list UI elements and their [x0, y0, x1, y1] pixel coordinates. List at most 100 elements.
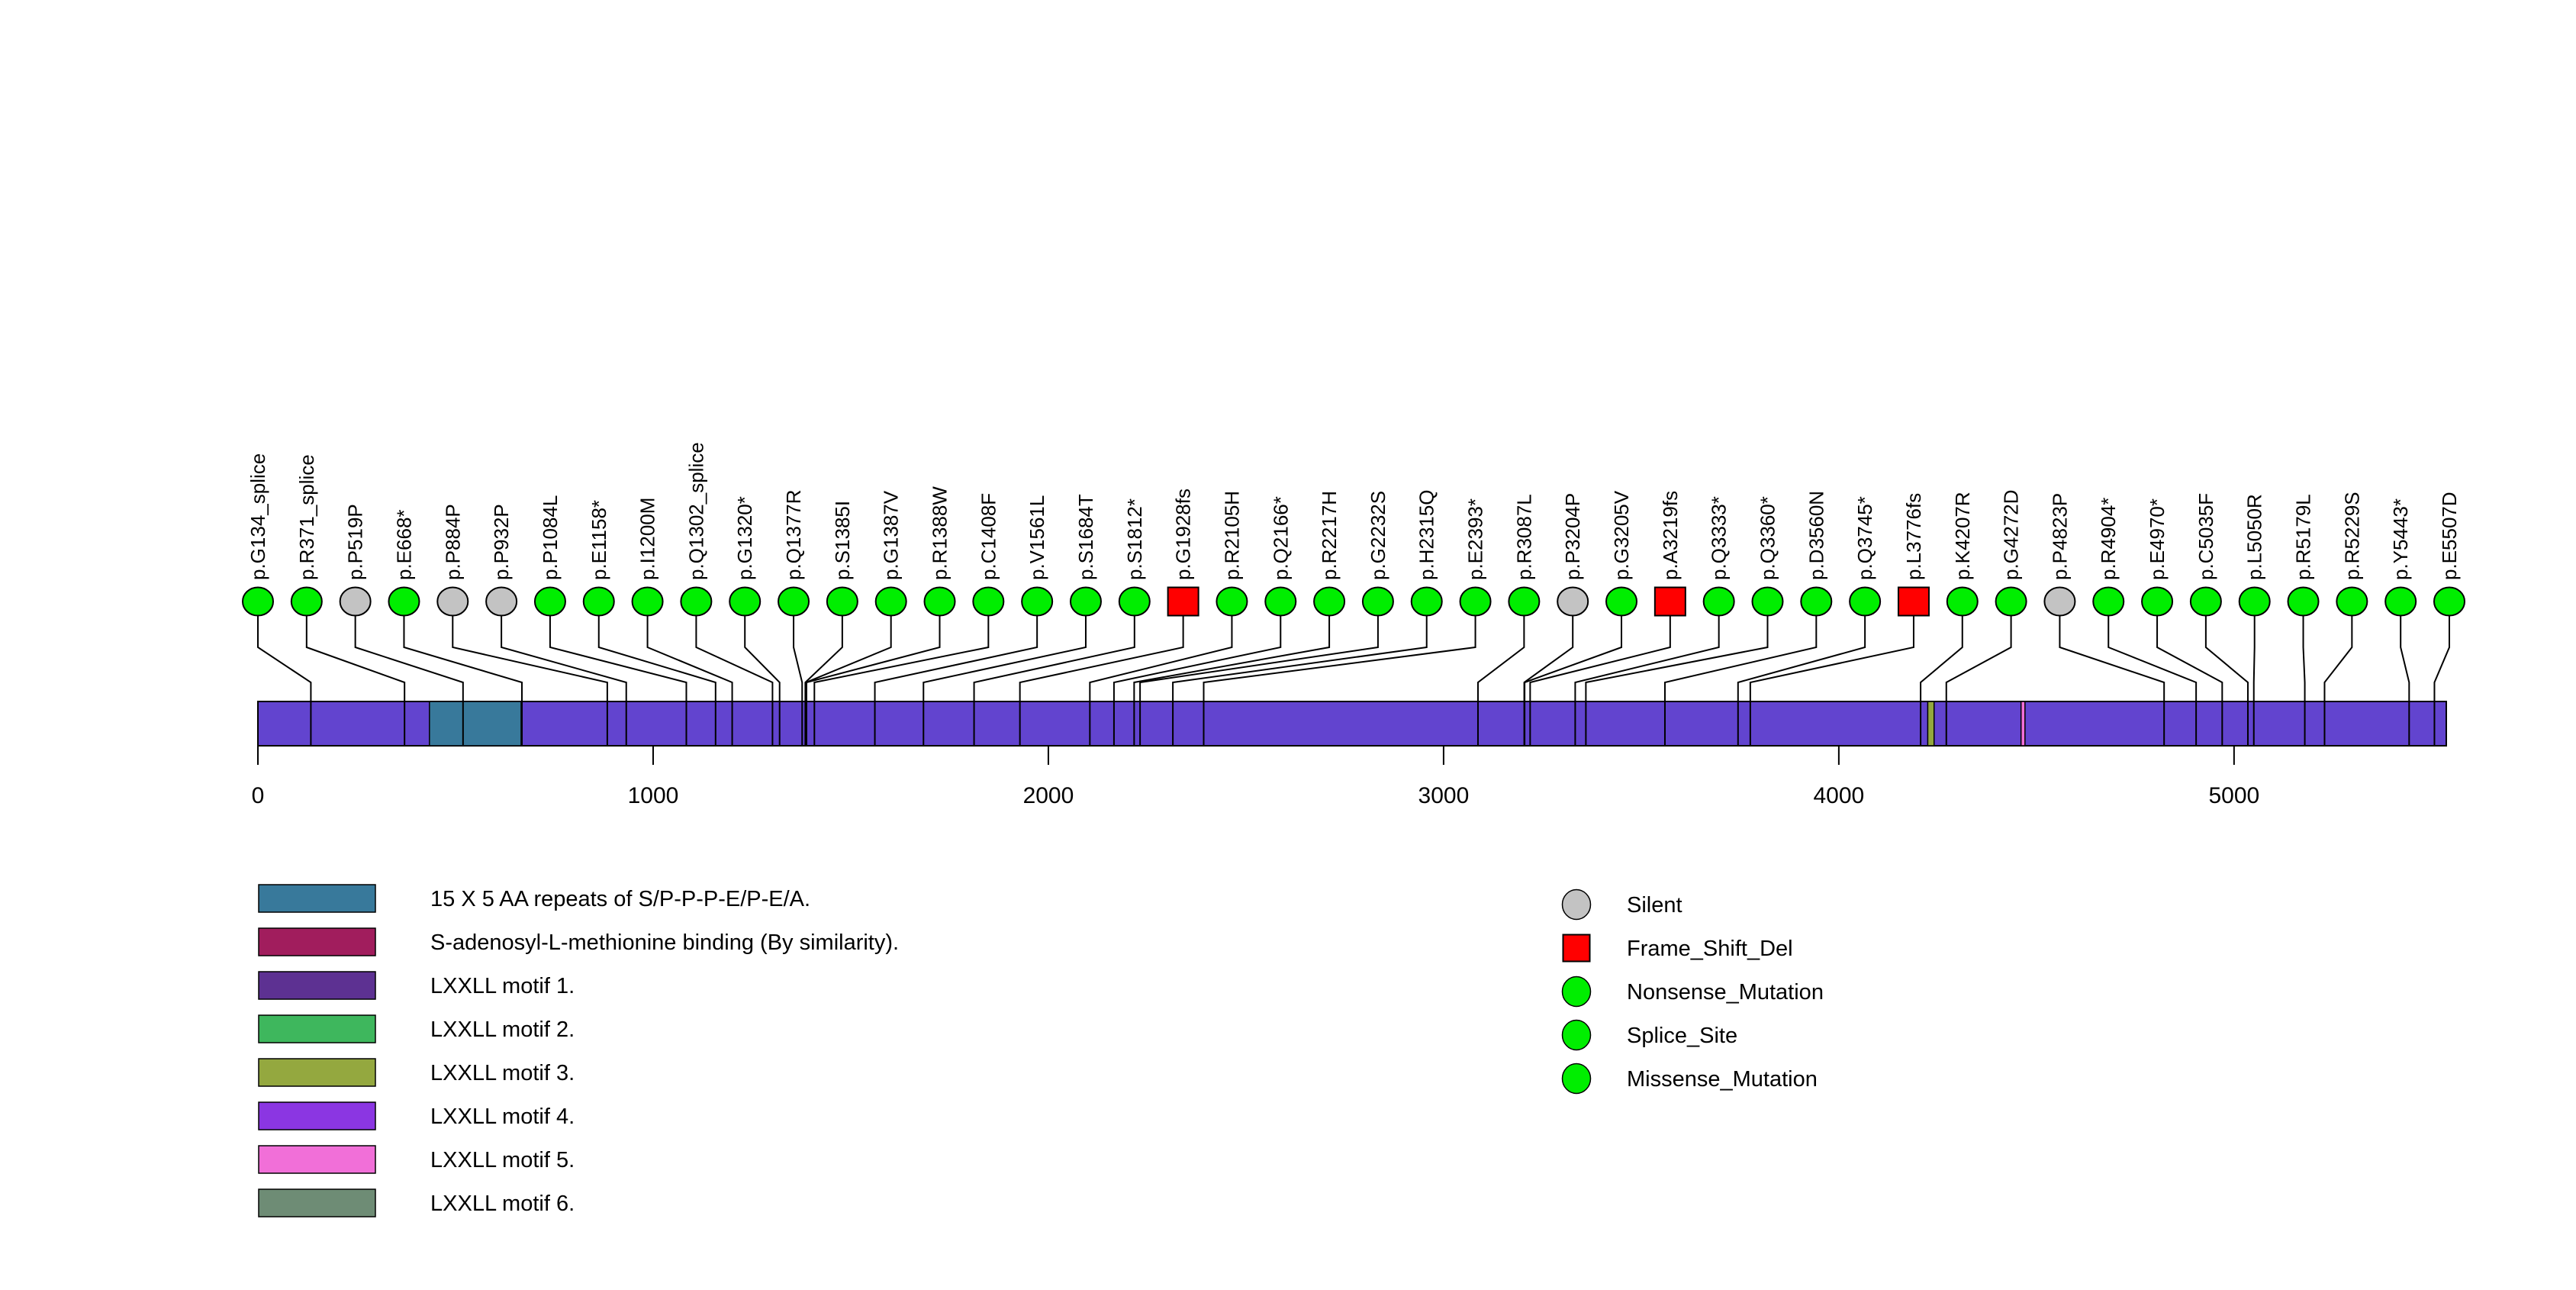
mutation-label: p.I1200M	[636, 498, 659, 580]
axis-tick-label: 2000	[1023, 783, 1074, 808]
lollipop-marker-circle	[1021, 586, 1054, 617]
mutation-legend-circle	[1561, 1063, 1592, 1095]
mutation-label: p.R371_splice	[295, 454, 318, 580]
lollipop-markers-layer	[242, 586, 2465, 617]
lollipop-stem	[501, 615, 627, 745]
mutation-label: p.E1158*	[588, 500, 610, 580]
lollipop-marker-circle	[1459, 586, 1492, 617]
lollipop-marker-circle	[1995, 586, 2027, 617]
lollipop-marker-circle	[1946, 586, 1979, 617]
mutation-label: p.E5507D	[2438, 492, 2461, 580]
lollipop-stem	[805, 615, 941, 745]
lollipop-stem	[549, 615, 687, 745]
mutation-label: p.P519P	[344, 504, 367, 580]
lollipop-stem	[804, 615, 843, 745]
mutation-label: p.R4904*	[2097, 498, 2120, 580]
lollipop-marker-circle	[1069, 586, 1102, 617]
lollipop-marker-circle	[582, 586, 615, 617]
mutation-label: p.C5035F	[2194, 493, 2217, 580]
mutation-label: p.P3204P	[1561, 493, 1584, 580]
lollipop-stem	[2204, 615, 2249, 745]
mutation-label: p.S1812*	[1123, 498, 1146, 580]
mutation-label: p.Q1302_splice	[684, 442, 707, 580]
mutation-labels-layer: p.G134_splice p.R371_splice p.P519P p.E668*…	[246, 442, 2461, 580]
domain-legend-label: 15 X 5 AA repeats of S/P-P-P-E/P-E/A.	[430, 887, 810, 911]
mutation-label: p.S1684T	[1074, 494, 1097, 580]
domain-legend-swatch	[258, 1014, 376, 1043]
lollipop-marker-circle	[1313, 586, 1346, 617]
mutation-label: p.Q3745*	[1853, 496, 1876, 580]
lollipop-stem	[1529, 615, 1671, 745]
lollipop-marker-circle	[1410, 586, 1443, 617]
mutation-legend-square	[1562, 934, 1591, 963]
domain-legend-swatch	[258, 1188, 376, 1217]
protein-domain	[429, 701, 522, 747]
domain-legend-swatch	[258, 1145, 376, 1174]
protein-domain	[1927, 701, 1935, 747]
lollipop-marker-circle	[388, 586, 420, 617]
mutation-legend-circle	[1561, 888, 1592, 921]
axis-tick-label: 3000	[1418, 783, 1470, 808]
mutation-label: p.L3776fs	[1902, 493, 1925, 580]
lollipop-stem	[874, 615, 1038, 745]
mutation-legend-label: Frame_Shift_Del	[1627, 937, 1793, 961]
mutation-label: p.Y5443*	[2389, 498, 2412, 580]
mutation-label: p.E4970*	[2146, 498, 2169, 580]
domain-legend-label: LXXLL motif 5.	[430, 1148, 575, 1172]
lollipop-stem	[1749, 615, 1914, 745]
mutation-label: p.P932P	[490, 504, 513, 580]
lollipop-marker-circle	[2092, 586, 2125, 617]
mutation-label: p.G134_splice	[246, 453, 269, 580]
lollipop-marker-circle	[339, 586, 372, 617]
mutation-label: p.Q3333*	[1708, 496, 1731, 580]
lollipop-stem	[2059, 615, 2165, 745]
domain-legend-swatch	[258, 1101, 376, 1130]
lollipop-marker-circle	[2433, 586, 2465, 617]
protein-track-layer	[257, 701, 2447, 747]
lollipop-stem	[597, 615, 716, 745]
lollipop-marker-circle	[1508, 586, 1541, 617]
domain-legend-swatch	[258, 1058, 376, 1087]
axis-tick-label: 5000	[2208, 783, 2259, 808]
domain-legend-swatch	[258, 927, 376, 956]
lollipop-stem	[2433, 615, 2450, 745]
mutation-label: p.R2217H	[1318, 491, 1341, 580]
domain-legend-label: LXXLL motif 6.	[430, 1192, 575, 1216]
lollipop-stem	[646, 615, 733, 745]
lollipop-stem	[2107, 615, 2198, 745]
lollipop-stem	[1019, 615, 1184, 745]
lollipop-marker-circle	[2141, 586, 2174, 617]
lollipop-marker-circle	[2287, 586, 2320, 617]
mutation-label: p.G1387V	[880, 490, 903, 580]
mutation-label: p.Q2166*	[1269, 496, 1292, 580]
lollipop-stem	[973, 615, 1135, 745]
mutation-label: p.V1561L	[1026, 495, 1048, 580]
lollipop-marker-circle	[1557, 586, 1589, 617]
lollipop-marker-circle	[1605, 586, 1638, 617]
lollipop-stem	[2252, 615, 2256, 745]
mutation-label: p.K4207R	[1951, 492, 1974, 580]
lollipop-marker-square	[1653, 586, 1686, 617]
lollipop-stem	[1574, 615, 1720, 745]
lollipop-stem	[744, 615, 781, 745]
mutation-label: p.R5179L	[2292, 494, 2315, 580]
axis-tick-label: 0	[252, 783, 265, 808]
x-axis-layer: 0 1000 2000 3000 4000 5000	[252, 746, 2259, 808]
domain-legend-swatch	[258, 971, 376, 1000]
mutation-label: p.R3087L	[1512, 494, 1535, 580]
mutation-label: p.H2315Q	[1415, 489, 1438, 580]
mutation-label: p.Q3360*	[1756, 496, 1779, 580]
domain-legend-swatch	[258, 884, 376, 913]
lollipop-stem	[923, 615, 1087, 745]
mutation-legend-label: Missense_Mutation	[1627, 1067, 1818, 1092]
lollipop-marker-circle	[1702, 586, 1735, 617]
protein-backbone	[257, 701, 2447, 747]
lollipop-stem	[1524, 615, 1623, 745]
mutation-legend-label: Splice_Site	[1627, 1024, 1737, 1048]
lollipop-stems-layer	[257, 615, 2450, 745]
domain-legend-label: LXXLL motif 1.	[430, 974, 575, 998]
lollipop-stem	[813, 615, 990, 745]
domain-legend-label: S-adenosyl-L-methionine binding (By simi…	[430, 930, 899, 955]
lollipop-stem	[1172, 615, 1428, 745]
mutation-label: p.G2232S	[1367, 491, 1389, 580]
